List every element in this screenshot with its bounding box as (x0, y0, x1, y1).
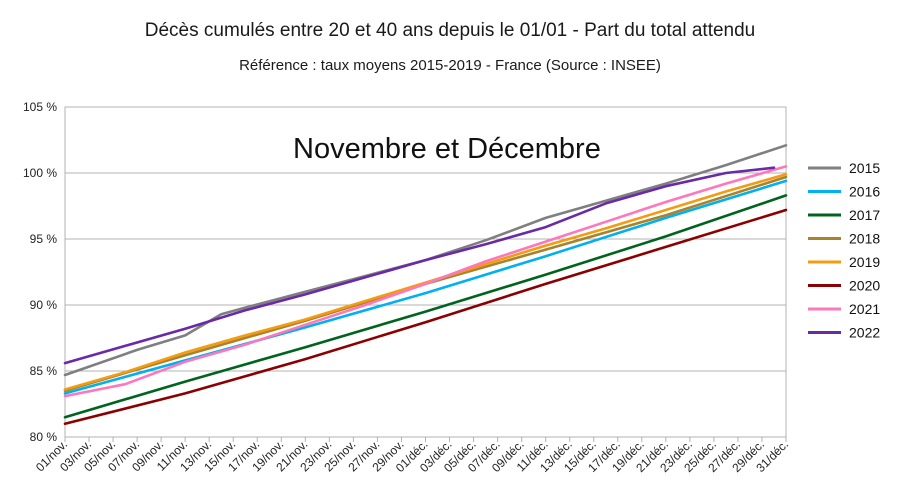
y-tick-label: 85 % (30, 364, 58, 378)
series-line-2016 (63, 179, 788, 395)
y-tick-label: 80 % (30, 430, 58, 444)
y-tick-label: 95 % (30, 232, 58, 246)
series-line-2017 (63, 194, 788, 419)
legend-label-2022: 2022 (849, 325, 880, 341)
series-line-2020 (63, 208, 788, 426)
legend-label-2015: 2015 (849, 160, 880, 176)
legend-label-2020: 2020 (849, 278, 880, 294)
plot-area-frame (64, 106, 787, 438)
chart-subtitle: Référence : taux moyens 2015-2019 - Fran… (239, 57, 661, 74)
legend-label-2017: 2017 (849, 207, 880, 223)
legend-label-2016: 2016 (849, 184, 880, 200)
y-tick-label: 90 % (30, 298, 58, 312)
legend-label-2019: 2019 (849, 254, 880, 270)
series-line-2019 (63, 173, 788, 391)
chart-title: Décès cumulés entre 20 et 40 ans depuis … (144, 20, 756, 41)
series-line-2022 (63, 166, 776, 365)
chart-annotation: Novembre et Décembre (293, 133, 601, 165)
legend-label-2018: 2018 (849, 231, 880, 247)
y-tick-label: 100 % (23, 166, 57, 180)
y-tick-label: 105 % (23, 100, 57, 114)
series-line-2021 (63, 165, 788, 398)
legend-label-2021: 2021 (849, 301, 880, 317)
